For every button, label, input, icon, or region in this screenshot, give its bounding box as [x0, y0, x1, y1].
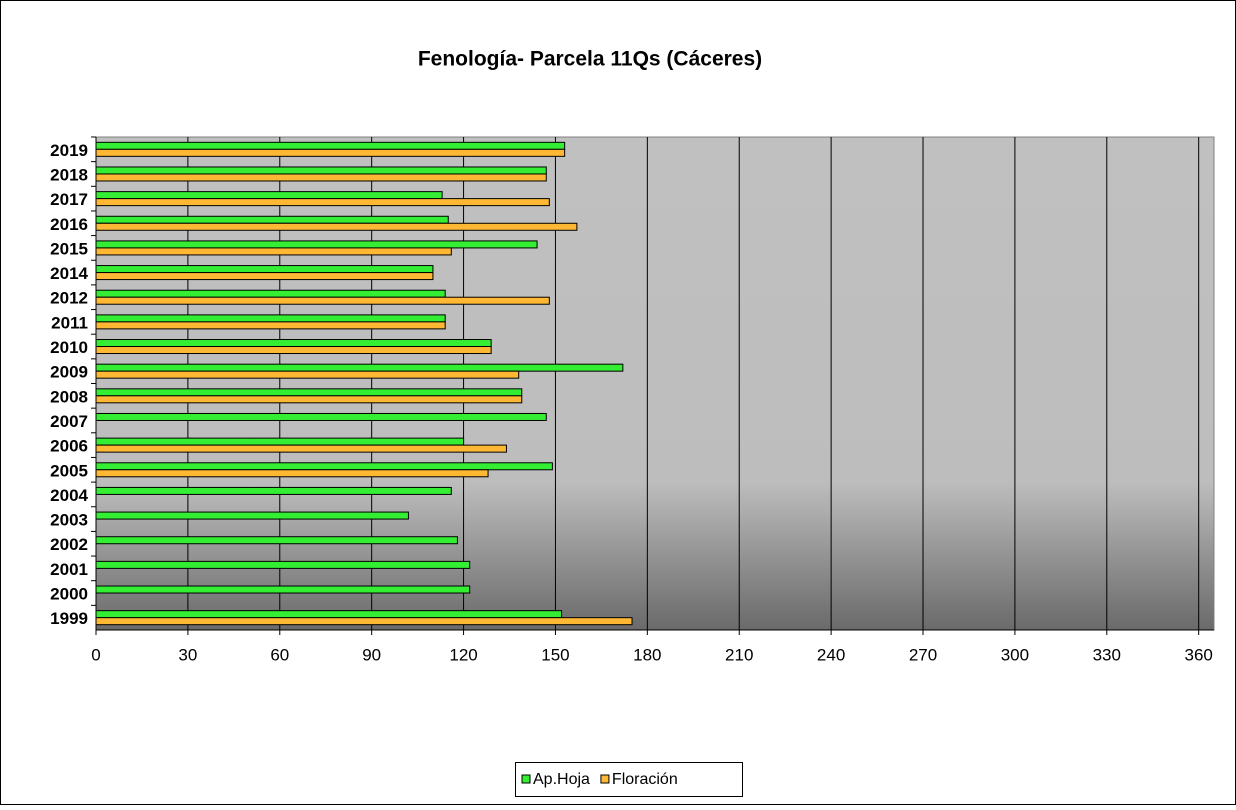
y-tick-label: 2011 — [51, 313, 88, 332]
bar — [95, 486, 452, 495]
y-tick-label: 2019 — [50, 141, 88, 160]
x-tick-label: 180 — [633, 645, 661, 664]
legend-label: Ap.Hoja — [533, 771, 590, 788]
bar — [95, 444, 507, 453]
bar — [95, 191, 443, 200]
legend-swatch — [600, 774, 610, 784]
y-tick-label: 2002 — [50, 535, 88, 554]
y-tick-label: 2010 — [50, 338, 88, 357]
bar — [95, 363, 624, 372]
y-tick-label: 2007 — [50, 412, 88, 431]
bar — [95, 346, 492, 355]
bar — [95, 339, 492, 348]
bar — [95, 511, 409, 520]
y-tick-label: 2014 — [50, 264, 88, 283]
bar — [95, 215, 449, 224]
x-tick-label: 30 — [178, 645, 197, 664]
y-tick-label: 2005 — [50, 461, 88, 480]
bar — [95, 272, 434, 281]
x-tick-label: 60 — [270, 645, 289, 664]
bar — [95, 437, 465, 446]
bar — [95, 412, 547, 421]
bar — [95, 296, 550, 305]
legend: Ap.Hoja Floración — [515, 762, 743, 797]
bar — [95, 240, 538, 249]
y-tick-label: 2001 — [50, 560, 88, 579]
bar — [95, 585, 471, 594]
y-tick-label: 2016 — [50, 215, 88, 234]
legend-swatch — [521, 774, 531, 784]
bar — [95, 148, 566, 157]
bar — [95, 321, 446, 330]
x-tick-label: 240 — [817, 645, 845, 664]
bar — [95, 395, 523, 404]
y-tick-label: 2003 — [50, 511, 88, 530]
bar — [95, 222, 578, 231]
x-tick-label: 210 — [725, 645, 753, 664]
y-tick-label: 2009 — [50, 363, 88, 382]
bar — [95, 610, 563, 619]
plot-area — [95, 136, 1215, 631]
x-tick-label: 300 — [1001, 645, 1029, 664]
y-tick-label: 1999 — [50, 609, 88, 628]
y-tick-label: 2018 — [50, 165, 88, 184]
bar — [95, 173, 547, 182]
x-tick-label: 90 — [362, 645, 381, 664]
bar — [95, 617, 633, 626]
x-tick-label: 270 — [909, 645, 937, 664]
y-tick-label: 2017 — [50, 190, 88, 209]
bar — [95, 388, 523, 397]
bar — [95, 536, 458, 545]
bar — [95, 289, 446, 298]
legend-box — [515, 762, 743, 797]
bar — [95, 141, 566, 150]
y-tick-label: 2015 — [50, 239, 88, 258]
bar — [95, 166, 547, 175]
x-tick-label: 150 — [541, 645, 569, 664]
bar — [95, 265, 434, 274]
bar — [95, 560, 471, 569]
chart-title: Fenología- Parcela 11Qs (Cáceres) — [418, 48, 762, 71]
bar — [95, 370, 520, 379]
bar — [95, 314, 446, 323]
bar — [95, 247, 452, 256]
bar — [95, 462, 553, 471]
x-tick-label: 360 — [1184, 645, 1212, 664]
y-tick-label: 2012 — [50, 289, 88, 308]
y-tick-label: 2004 — [50, 486, 88, 505]
bar — [95, 198, 550, 207]
legend-label: Floración — [612, 771, 678, 788]
bar — [95, 469, 489, 478]
x-tick-label: 0 — [91, 645, 100, 664]
y-tick-label: 2008 — [50, 387, 88, 406]
x-tick-label: 120 — [449, 645, 477, 664]
x-tick-label: 330 — [1093, 645, 1121, 664]
y-tick-label: 2000 — [50, 585, 88, 604]
y-tick-label: 2006 — [50, 437, 88, 456]
